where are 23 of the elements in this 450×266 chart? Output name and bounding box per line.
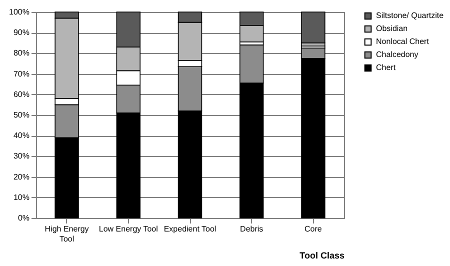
- x-tick-label: Expedient Tool: [164, 224, 216, 234]
- legend-label: Siltstone/ Quartzite: [376, 11, 444, 20]
- y-tick-label: 20%: [13, 172, 30, 182]
- legend-label: Nonlocal Chert: [376, 37, 430, 46]
- x-tick-label: Debris: [240, 224, 264, 234]
- y-tick-label: 30%: [13, 152, 30, 161]
- y-tick-label: 40%: [13, 131, 30, 140]
- legend-label: Chalcedony: [376, 50, 418, 59]
- x-tick-label: Core: [304, 224, 322, 234]
- x-tick-label: High Energy Tool: [44, 224, 89, 244]
- y-tick-label: 60%: [13, 90, 30, 99]
- x-axis-title: Tool Class: [300, 250, 344, 260]
- bar: [301, 12, 326, 44]
- y-tick-label: 50%: [13, 110, 30, 120]
- legend-label: Obsidian: [376, 24, 408, 33]
- y-tick-label: 0%: [18, 214, 30, 222]
- y-tick-label: 80%: [13, 48, 30, 58]
- legend-label: Chert: [376, 63, 396, 72]
- y-tick-label: 10%: [13, 192, 30, 202]
- y-tick-label: 70%: [13, 69, 30, 78]
- y-tick-label: 100%: [9, 8, 30, 16]
- y-tick-label: 90%: [13, 28, 30, 38]
- x-tick-label: Low Energy Tool: [98, 224, 158, 234]
